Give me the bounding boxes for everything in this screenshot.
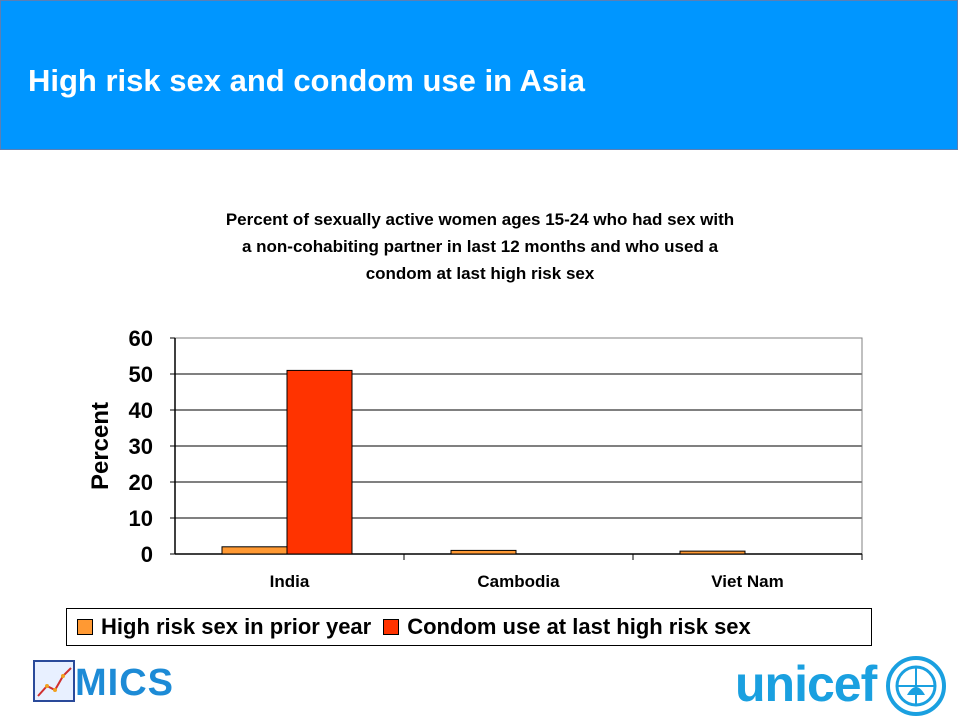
chart-title-line-1: Percent of sexually active women ages 15… [225, 210, 735, 229]
legend-label-series-1: High risk sex in prior year [101, 614, 372, 639]
x-tick-label-0: India [270, 572, 310, 591]
y-tick-label-6: 60 [129, 326, 153, 351]
mics-logo-text: MICS [75, 662, 174, 704]
x-tick-label-1: Cambodia [477, 572, 560, 591]
bar-1-1 [450, 549, 517, 555]
legend-item-series-2: Condom use at last high risk sex [383, 614, 751, 640]
unicef-logo: unicef [735, 655, 950, 717]
bar-2-0 [286, 369, 353, 555]
y-tick-label-4: 40 [129, 398, 153, 423]
y-tick-label-0: 0 [141, 542, 153, 567]
legend-label-series-2: Condom use at last high risk sex [407, 614, 751, 639]
legend-swatch-series-2 [383, 619, 400, 635]
mics-chart-icon [33, 660, 75, 702]
legend-swatch-series-1 [77, 619, 93, 635]
unicef-logo-text: unicef [735, 656, 877, 712]
y-tick-label-2: 20 [129, 470, 153, 495]
mics-logo: MICS [33, 658, 183, 710]
y-tick-label-5: 50 [129, 362, 153, 387]
slide-header: High risk sex and condom use in Asia [0, 0, 958, 150]
y-tick-label-1: 10 [129, 506, 153, 531]
un-emblem-icon [886, 656, 946, 716]
chart-legend: High risk sex in prior year Condom use a… [66, 608, 872, 646]
bar-1-0 [221, 546, 288, 555]
chart-title-line-2: a non-cohabiting partner in last 12 mont… [241, 237, 719, 256]
legend-item-series-1: High risk sex in prior year [77, 614, 371, 640]
bar-1-2 [679, 550, 746, 555]
slide-title: High risk sex and condom use in Asia [28, 63, 586, 98]
y-tick-label-3: 30 [129, 434, 153, 459]
x-tick-label-2: Viet Nam [711, 572, 783, 591]
y-axis-title: Percent [87, 402, 114, 490]
chart-title-line-3: condom at last high risk sex [365, 264, 595, 283]
chart-title: Percent of sexually active women ages 15… [130, 206, 830, 287]
